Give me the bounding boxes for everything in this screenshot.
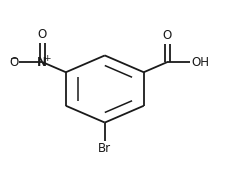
Text: O: O bbox=[163, 29, 172, 42]
Text: −: − bbox=[10, 54, 19, 64]
Text: O: O bbox=[38, 28, 47, 41]
Text: O: O bbox=[9, 56, 18, 69]
Text: N: N bbox=[37, 56, 47, 69]
Text: Br: Br bbox=[98, 142, 111, 155]
Text: OH: OH bbox=[191, 56, 209, 69]
Text: +: + bbox=[43, 54, 51, 63]
